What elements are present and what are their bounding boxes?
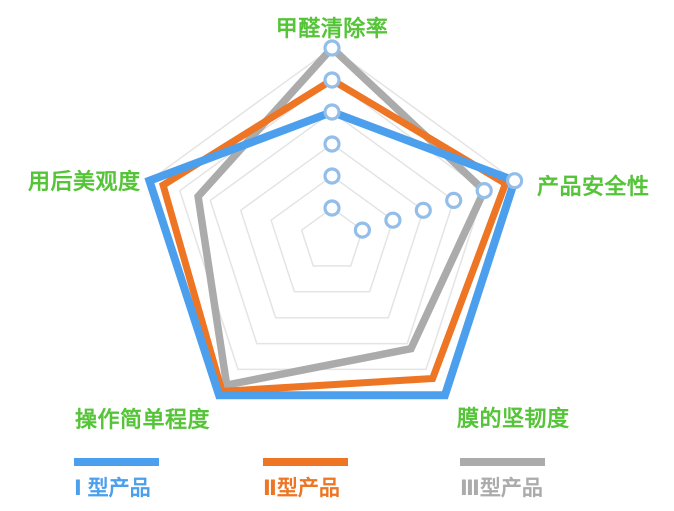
legend-label-3: Ⅲ型产品 [460,477,543,500]
axis-label-product-safety: 产品安全性 [537,174,650,199]
legend-swatch-3 [460,458,545,466]
legend-item-type2: Ⅱ型产品 [263,458,348,502]
legend: Ⅰ 型产品 Ⅱ型产品 Ⅲ型产品 [0,458,674,511]
axis-label-formaldehyde-removal: 甲醛清除率 [275,16,389,41]
axis-label-film-toughness: 膜的坚韧度 [457,406,570,431]
legend-item-type3: Ⅲ型产品 [460,458,545,502]
legend-swatch-1 [74,458,159,466]
axis-label-ease-of-operation: 操作简单程度 [75,407,211,432]
legend-label-2: Ⅱ型产品 [263,477,340,500]
axis-label-post-use-appearance: 用后美观度 [28,169,141,194]
legend-item-type1: Ⅰ 型产品 [74,458,159,502]
legend-swatch-2 [263,458,348,466]
legend-label-1: Ⅰ 型产品 [74,477,151,500]
